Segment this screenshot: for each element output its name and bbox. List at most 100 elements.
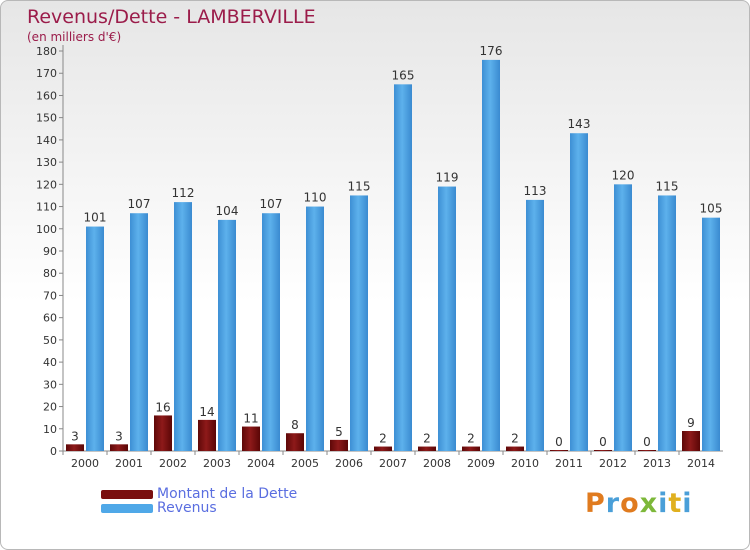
data-label-revenus: 104 xyxy=(216,204,239,218)
data-label-revenus: 120 xyxy=(612,168,635,182)
x-tick-label: 2005 xyxy=(291,457,319,470)
y-tick-label: 90 xyxy=(43,245,57,258)
x-tick-label: 2010 xyxy=(511,457,539,470)
data-label-revenus: 105 xyxy=(700,202,723,216)
data-label-dette: 9 xyxy=(687,416,695,430)
bar-dette xyxy=(594,450,612,451)
bar-revenus xyxy=(526,199,544,451)
bar-dette xyxy=(374,446,392,451)
x-tick-label: 2012 xyxy=(599,457,627,470)
bar-revenus xyxy=(130,213,148,451)
bar-revenus xyxy=(306,206,324,451)
bar-revenus xyxy=(350,195,368,451)
bar-dette xyxy=(638,450,656,451)
x-tick-label: 2011 xyxy=(555,457,583,470)
y-tick-label: 120 xyxy=(36,178,57,191)
data-label-revenus: 119 xyxy=(436,171,459,185)
data-label-revenus: 113 xyxy=(524,184,547,198)
data-label-dette: 2 xyxy=(467,432,475,446)
y-tick-label: 40 xyxy=(43,356,57,369)
y-tick-label: 80 xyxy=(43,267,57,280)
legend-label-revenus: Revenus xyxy=(157,500,217,516)
data-label-revenus: 101 xyxy=(84,211,107,225)
data-label-revenus: 112 xyxy=(172,186,195,200)
bar-dette xyxy=(506,446,524,451)
y-tick-label: 60 xyxy=(43,312,57,325)
bar-revenus xyxy=(702,217,720,451)
data-label-dette: 8 xyxy=(291,418,299,432)
data-label-dette: 0 xyxy=(555,435,563,449)
data-label-revenus: 115 xyxy=(348,179,371,193)
data-label-dette: 11 xyxy=(243,412,258,426)
logo-letter: r xyxy=(605,488,621,519)
data-label-revenus: 165 xyxy=(392,68,415,82)
x-tick-label: 2006 xyxy=(335,457,363,470)
bar-revenus xyxy=(394,84,412,451)
x-tick-label: 2002 xyxy=(159,457,187,470)
y-tick-label: 20 xyxy=(43,401,57,414)
chart-subtitle: (en milliers d'€) xyxy=(27,30,122,44)
y-tick-label: 150 xyxy=(36,112,57,125)
legend-label-dette: Montant de la Dette xyxy=(157,486,298,502)
x-tick-label: 2009 xyxy=(467,457,495,470)
y-tick-label: 100 xyxy=(36,223,57,236)
x-tick-label: 2008 xyxy=(423,457,451,470)
bar-dette xyxy=(242,426,260,451)
y-tick-label: 30 xyxy=(43,378,57,391)
bar-dette xyxy=(418,446,436,451)
data-label-dette: 2 xyxy=(423,432,431,446)
data-label-dette: 0 xyxy=(599,435,607,449)
y-tick-label: 130 xyxy=(36,156,57,169)
x-tick-label: 2007 xyxy=(379,457,407,470)
bar-revenus xyxy=(86,226,104,451)
data-label-dette: 0 xyxy=(643,435,651,449)
y-tick-label: 140 xyxy=(36,134,57,147)
logo-letter: x xyxy=(639,488,659,519)
y-tick-label: 110 xyxy=(36,201,57,214)
logo-letter: o xyxy=(620,488,640,519)
bar-revenus xyxy=(614,184,632,452)
chart-title: Revenus/Dette - LAMBERVILLE xyxy=(27,6,316,28)
bar-dette xyxy=(330,439,348,451)
x-tick-label: 2000 xyxy=(71,457,99,470)
bar-dette xyxy=(462,446,480,451)
bar-revenus xyxy=(570,133,588,451)
bar-dette xyxy=(286,433,304,451)
data-label-dette: 3 xyxy=(115,429,123,443)
proxiti-logo: Proxiti xyxy=(585,488,693,519)
data-label-dette: 16 xyxy=(155,400,170,414)
bar-dette xyxy=(110,444,128,451)
y-tick-label: 10 xyxy=(43,423,57,436)
logo-letter: P xyxy=(585,488,606,519)
legend-swatch-revenus xyxy=(101,504,153,513)
y-tick-label: 50 xyxy=(43,334,57,347)
data-label-revenus: 107 xyxy=(260,197,283,211)
data-label-dette: 3 xyxy=(71,429,79,443)
y-tick-label: 70 xyxy=(43,289,57,302)
data-label-dette: 2 xyxy=(511,432,519,446)
y-tick-label: 180 xyxy=(36,45,57,58)
bar-dette xyxy=(550,450,568,451)
bar-dette xyxy=(682,431,700,451)
y-tick-label: 160 xyxy=(36,89,57,102)
bar-revenus xyxy=(482,59,500,452)
data-label-dette: 14 xyxy=(199,405,214,419)
x-tick-label: 2001 xyxy=(115,457,143,470)
data-label-revenus: 176 xyxy=(480,44,503,58)
data-label-revenus: 115 xyxy=(656,179,679,193)
bar-revenus xyxy=(262,213,280,451)
y-tick-label: 170 xyxy=(36,67,57,80)
bar-revenus xyxy=(438,186,456,452)
data-label-revenus: 107 xyxy=(128,197,151,211)
logo-letter: i xyxy=(658,488,669,519)
bar-dette xyxy=(66,444,84,451)
x-tick-label: 2013 xyxy=(643,457,671,470)
data-label-dette: 2 xyxy=(379,432,387,446)
bar-revenus xyxy=(218,219,236,451)
data-label-revenus: 143 xyxy=(568,117,591,131)
y-tick-label: 0 xyxy=(50,445,57,458)
bar-dette xyxy=(198,419,216,451)
logo-letter: t xyxy=(668,488,683,519)
